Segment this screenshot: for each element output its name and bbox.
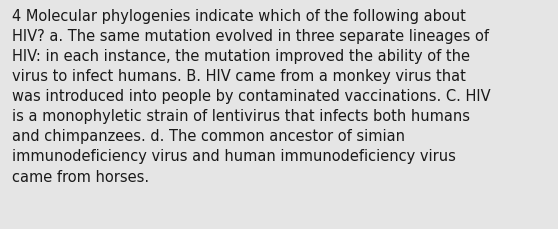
Text: 4 Molecular phylogenies indicate which of the following about
HIV? a. The same m: 4 Molecular phylogenies indicate which o… <box>12 9 491 184</box>
